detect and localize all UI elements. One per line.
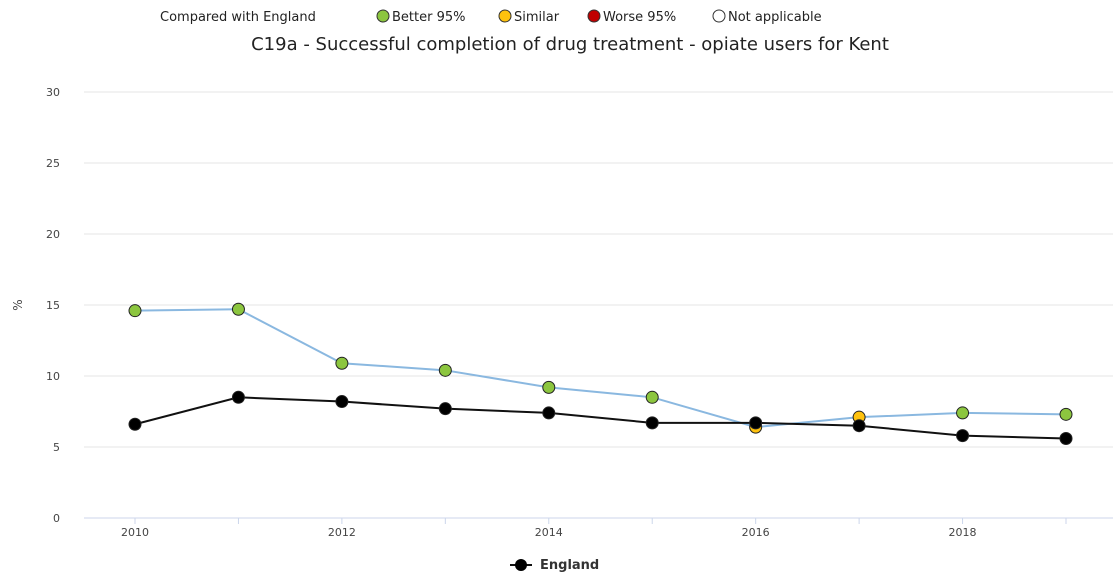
plot-area <box>128 302 1073 445</box>
data-point[interactable] <box>438 402 452 416</box>
data-point[interactable] <box>128 304 142 318</box>
kent-series <box>134 308 1067 429</box>
similar-marker-icon <box>498 9 512 23</box>
x-axis-ticks: 2010 2012 2014 2016 2018 <box>121 526 977 539</box>
y-tick-label: 5 <box>53 441 60 454</box>
chart-title: C19a - Successful completion of drug tre… <box>251 34 889 55</box>
data-point[interactable] <box>231 302 245 316</box>
data-point[interactable] <box>438 363 452 377</box>
legend-item-similar[interactable]: Similar <box>498 9 560 25</box>
data-point[interactable] <box>645 390 659 404</box>
england-points <box>128 390 1073 445</box>
y-tick-label: 0 <box>53 512 60 525</box>
x-tick-label: 2012 <box>328 526 356 539</box>
england-series <box>134 396 1067 440</box>
data-point[interactable] <box>335 356 349 370</box>
data-point[interactable] <box>542 380 556 394</box>
x-tick-label: 2018 <box>949 526 977 539</box>
gridlines <box>84 91 1113 448</box>
data-point[interactable] <box>542 406 556 420</box>
y-tick-label: 10 <box>46 370 60 383</box>
legend-item-label: Worse 95% <box>603 10 676 25</box>
legend-item-worse[interactable]: Worse 95% <box>587 9 676 25</box>
england-legend-marker-icon <box>515 559 527 571</box>
worse-marker-icon <box>587 9 601 23</box>
data-point[interactable] <box>749 416 763 430</box>
series-legend-label: England <box>540 558 599 573</box>
y-tick-label: 25 <box>46 157 60 170</box>
y-tick-label: 15 <box>46 299 60 312</box>
data-point[interactable] <box>956 406 970 420</box>
not-applicable-marker-icon <box>712 9 726 23</box>
legend-item-label: Similar <box>514 10 560 25</box>
comparison-legend-label: Compared with England <box>160 10 316 25</box>
y-tick-label: 20 <box>46 228 60 241</box>
legend-item-better[interactable]: Better 95% <box>376 9 465 25</box>
legend-item-not-applicable[interactable]: Not applicable <box>712 9 822 25</box>
x-axis <box>84 517 1113 524</box>
data-point[interactable] <box>1059 431 1073 445</box>
data-point[interactable] <box>335 395 349 409</box>
better-marker-icon <box>376 9 390 23</box>
data-point[interactable] <box>1059 407 1073 421</box>
data-point[interactable] <box>956 429 970 443</box>
x-tick-label: 2016 <box>742 526 770 539</box>
y-axis-label: % <box>11 299 25 310</box>
comparison-legend: Compared with England Better 95% Similar… <box>160 9 822 25</box>
data-point[interactable] <box>645 416 659 430</box>
data-point[interactable] <box>128 417 142 431</box>
series-legend-england[interactable]: England <box>510 558 599 573</box>
series-line <box>134 308 1067 429</box>
y-axis-ticks: 0 5 10 15 20 25 30 <box>46 86 60 525</box>
x-tick-label: 2014 <box>535 526 563 539</box>
series-line <box>134 396 1067 440</box>
x-tick-label: 2010 <box>121 526 149 539</box>
legend-item-label: Not applicable <box>728 10 822 25</box>
legend-item-label: Better 95% <box>392 10 465 25</box>
kent-points <box>128 302 1073 434</box>
data-point[interactable] <box>852 419 866 433</box>
data-point[interactable] <box>231 390 245 404</box>
y-tick-label: 30 <box>46 86 60 99</box>
